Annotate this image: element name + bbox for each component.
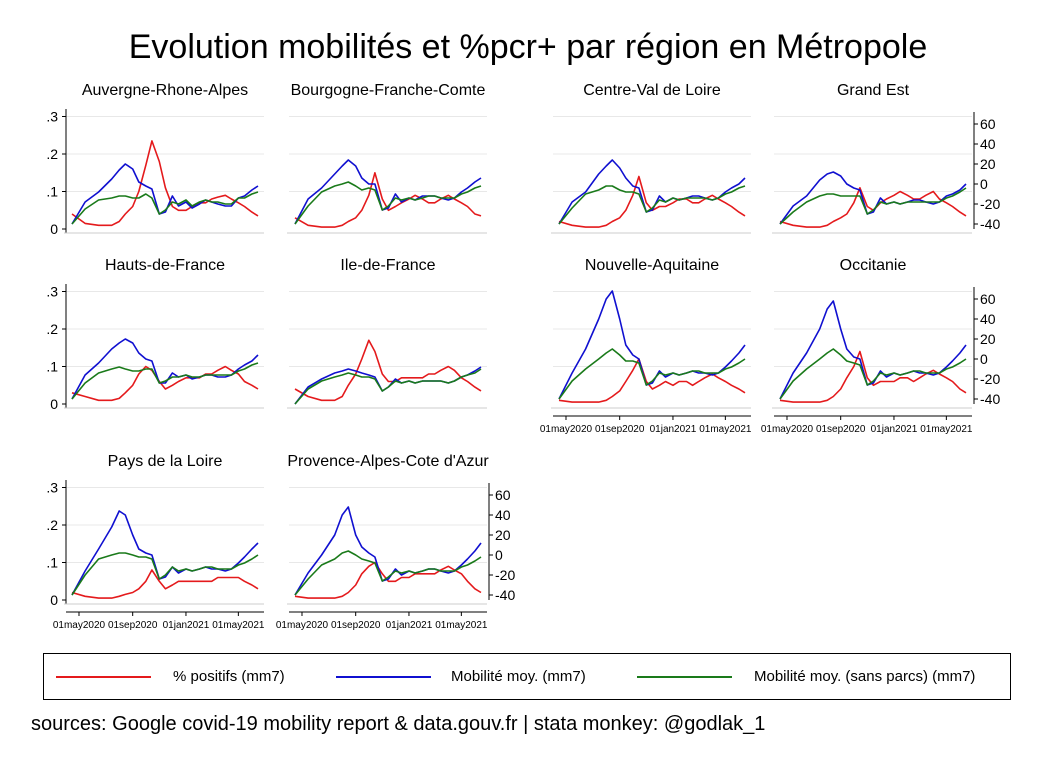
legend: % positifs (mm7) Mobilité moy. (mm7) Mob… [43, 653, 1011, 700]
series-positifs-nouvelle-aquitaine [558, 358, 746, 403]
chart-title: Evolution mobilités et %pcr+ par région … [128, 28, 928, 66]
y-tick-label-left: 0 [50, 592, 58, 608]
y-tick-label-right: 20 [495, 527, 511, 543]
y-tick-label-right: 60 [980, 291, 996, 307]
series-mobilite-ile-de-france [294, 366, 482, 405]
series-positifs-hauts-de-france [71, 365, 259, 402]
legend-label-mobilite: Mobilité moy. (mm7) [451, 668, 586, 685]
y-tick-label-left: .2 [46, 517, 58, 533]
x-tick-label: 01jan2021 [386, 620, 433, 631]
series-mobilite-sans-parcs-hauts-de-france [71, 362, 259, 400]
panel-title-nouvelle-aquitaine: Nouvelle-Aquitaine [585, 257, 719, 274]
panel-title-ile-de-france: Ile-de-France [340, 257, 435, 274]
series-positifs-pays-de-la-loire [71, 569, 259, 599]
x-tick-label: 01sep2020 [595, 424, 645, 435]
y-tick-label-right: -40 [980, 216, 1000, 232]
series-positifs-centre-val-de-loire [558, 175, 746, 228]
series-positifs-bourgogne-franche-comte [294, 172, 482, 228]
y-tick-label-left: .3 [46, 284, 58, 300]
y-tick-label-right: 40 [980, 136, 996, 152]
series-mobilite-sans-parcs-ile-de-france [294, 368, 482, 405]
legend-label-positifs: % positifs (mm7) [173, 668, 285, 685]
series-mobilite-nouvelle-aquitaine [558, 290, 746, 400]
y-tick-label-right: -20 [495, 567, 515, 583]
x-tick-label: 01may2021 [212, 620, 265, 631]
series-positifs-occitanie [779, 350, 967, 403]
x-tick-label: 01may2021 [920, 424, 973, 435]
series-mobilite-sans-parcs-provence-alpes-cote-d-azur [294, 550, 482, 596]
y-tick-label-left: .1 [46, 184, 58, 200]
x-tick-label: 01may2021 [435, 620, 488, 631]
y-tick-label-right: 20 [980, 156, 996, 172]
x-tick-label: 01jan2021 [650, 424, 697, 435]
series-positifs-ile-de-france [294, 339, 482, 402]
y-tick-label-left: .2 [46, 146, 58, 162]
series-mobilite-sans-parcs-bourgogne-franche-comte [294, 181, 482, 225]
y-tick-label-right: 20 [980, 331, 996, 347]
series-mobilite-pays-de-la-loire [71, 510, 259, 596]
x-tick-label: 01sep2020 [331, 620, 381, 631]
panel-title-auvergne-rhone-alpes: Auvergne-Rhone-Alpes [82, 82, 248, 99]
y-tick-label-right: -40 [980, 391, 1000, 407]
panel-title-centre-val-de-loire: Centre-Val de Loire [583, 82, 721, 99]
y-tick-label-right: -40 [495, 587, 515, 603]
series-mobilite-auvergne-rhone-alpes [71, 163, 259, 225]
x-tick-label: 01jan2021 [163, 620, 210, 631]
y-tick-label-right: 40 [495, 507, 511, 523]
y-tick-label-right: -20 [980, 196, 1000, 212]
series-mobilite-sans-parcs-grand-est [779, 187, 967, 225]
legend-swatch-mobilite [336, 676, 431, 678]
legend-swatch-positifs [56, 676, 151, 678]
panel-title-pays-de-la-loire: Pays de la Loire [108, 453, 223, 470]
x-tick-label: 01may2020 [53, 620, 106, 631]
x-tick-label: 01may2020 [276, 620, 329, 631]
panel-title-grand-est: Grand Est [837, 82, 910, 99]
series-mobilite-sans-parcs-centre-val-de-loire [558, 185, 746, 225]
y-tick-label-right: 0 [980, 351, 988, 367]
series-mobilite-sans-parcs-occitanie [779, 348, 967, 400]
series-mobilite-sans-parcs-nouvelle-aquitaine [558, 348, 746, 400]
y-tick-label-right: 60 [980, 116, 996, 132]
y-tick-label-left: 0 [50, 396, 58, 412]
series-mobilite-sans-parcs-pays-de-la-loire [71, 552, 259, 596]
source-note: sources: Google covid-19 mobility report… [31, 713, 766, 735]
x-tick-label: 01may2020 [761, 424, 814, 435]
panel-title-hauts-de-france: Hauts-de-France [105, 257, 225, 274]
y-tick-label-left: .2 [46, 321, 58, 337]
y-tick-label-left: .1 [46, 555, 58, 571]
legend-swatch-mobilite-sans-parcs [637, 676, 732, 678]
x-tick-label: 01sep2020 [108, 620, 158, 631]
x-tick-label: 01sep2020 [816, 424, 866, 435]
panel-title-bourgogne-franche-comte: Bourgogne-Franche-Comte [291, 82, 486, 99]
y-tick-label-left: .3 [46, 480, 58, 496]
legend-label-mobilite-sans-parcs: Mobilité moy. (sans parcs) (mm7) [754, 668, 976, 685]
x-tick-label: 01may2021 [699, 424, 752, 435]
y-tick-label-left: 0 [50, 221, 58, 237]
y-tick-label-left: .1 [46, 359, 58, 375]
panel-title-provence-alpes-cote-d-azur: Provence-Alpes-Cote d'Azur [287, 453, 489, 470]
y-tick-label-right: 60 [495, 487, 511, 503]
y-tick-label-right: 0 [495, 547, 503, 563]
series-positifs-provence-alpes-cote-d-azur [294, 561, 482, 599]
y-tick-label-right: -20 [980, 371, 1000, 387]
series-positifs-auvergne-rhone-alpes [71, 140, 259, 227]
series-mobilite-sans-parcs-auvergne-rhone-alpes [71, 191, 259, 225]
x-tick-label: 01jan2021 [871, 424, 918, 435]
y-tick-label-left: .3 [46, 109, 58, 125]
x-tick-label: 01may2020 [540, 424, 593, 435]
panel-title-occitanie: Occitanie [840, 257, 907, 274]
y-tick-label-right: 0 [980, 176, 988, 192]
y-tick-label-right: 40 [980, 311, 996, 327]
